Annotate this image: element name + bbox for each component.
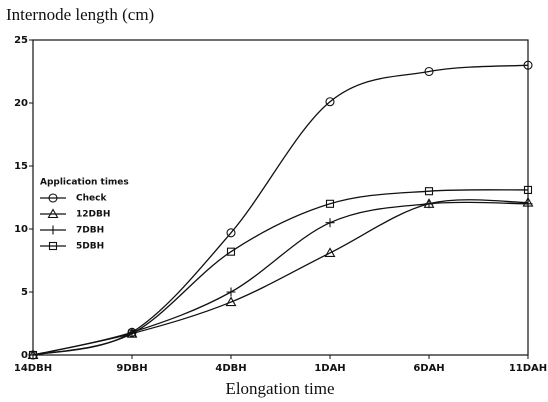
marker — [325, 218, 335, 228]
marker — [324, 247, 336, 257]
marker — [28, 350, 38, 360]
legend-label: 7DBH — [76, 226, 104, 236]
marker — [424, 66, 434, 77]
marker — [325, 97, 335, 107]
plot-frame — [32, 39, 529, 356]
marker — [226, 247, 236, 256]
marker — [523, 185, 533, 194]
line — [32, 64, 529, 356]
y-tick-label: 0 — [21, 350, 28, 361]
y-tick-label: 5 — [21, 287, 28, 298]
marker — [127, 329, 137, 338]
x-tick-label: 1DAH — [314, 363, 345, 374]
marker — [225, 296, 237, 307]
marker — [424, 199, 434, 209]
line — [32, 199, 529, 356]
y-tick-label: 10 — [14, 224, 28, 235]
x-axis-label: Elongation time — [225, 379, 334, 398]
legend-label: 5DBH — [76, 242, 104, 252]
y-tick-label: 25 — [14, 35, 28, 46]
marker — [424, 187, 434, 196]
y-tick-label: 20 — [14, 98, 28, 109]
marker — [226, 228, 236, 238]
marker — [325, 199, 335, 208]
chart-title: Internode length (cm) — [6, 5, 154, 24]
x-tick-label: 11DAH — [509, 363, 547, 374]
y-tick-label: 15 — [14, 161, 28, 172]
legend-title: Application times — [40, 178, 129, 188]
marker — [48, 225, 58, 235]
x-tick-label: 6DAH — [413, 363, 444, 374]
x-tick-label: 4DBH — [215, 363, 246, 374]
marker — [48, 193, 58, 203]
marker — [523, 199, 533, 209]
legend-label: 12DBH — [76, 210, 110, 220]
legend-label: Check — [76, 194, 107, 204]
x-tick-label: 9DBH — [116, 363, 147, 374]
marker — [47, 208, 59, 219]
line — [32, 189, 529, 356]
marker — [523, 60, 533, 70]
marker — [48, 241, 58, 251]
x-tick-label: 14DBH — [14, 363, 52, 374]
marker — [226, 287, 236, 297]
